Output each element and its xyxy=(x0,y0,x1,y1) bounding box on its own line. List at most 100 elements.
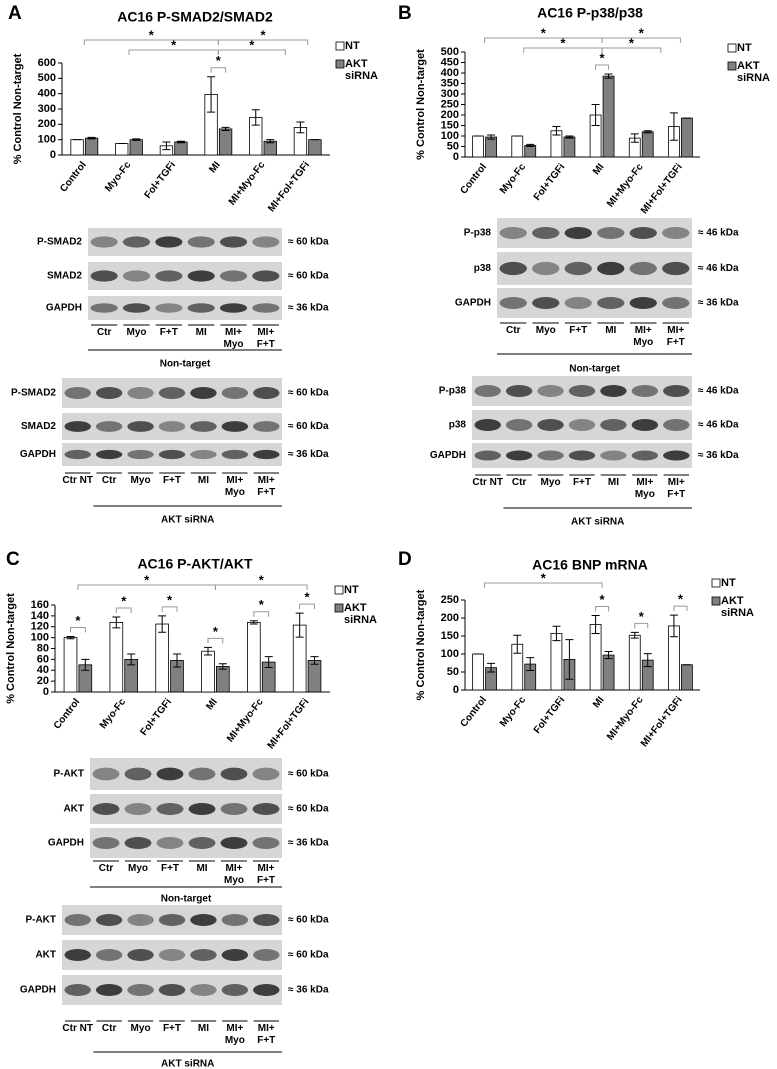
significance-star: * xyxy=(75,613,81,628)
lane-label-box: F+T xyxy=(573,477,591,488)
blot-band xyxy=(64,421,91,432)
blot-band xyxy=(155,303,183,313)
panel-letter: B xyxy=(398,3,412,24)
blot-band xyxy=(568,419,596,431)
group-label: AKT siRNA xyxy=(161,1059,214,1069)
blot-band xyxy=(90,303,118,313)
error-bar xyxy=(526,143,535,147)
lane-label-box: MI+ F+T xyxy=(257,1023,275,1046)
lane-label-box: Myo xyxy=(131,475,151,486)
lane-label-box: Myo xyxy=(131,1023,151,1034)
legend-label: AKT siRNA xyxy=(344,602,378,626)
blot-band xyxy=(564,261,592,276)
x-tick-label: MI+Myo-Fc xyxy=(605,694,646,742)
error-bar xyxy=(162,141,171,151)
x-tick-label: Myo-Fc xyxy=(103,159,133,194)
panel-letter: A xyxy=(8,3,22,24)
blot-band xyxy=(127,449,154,460)
lane-label-box: MI xyxy=(605,325,616,336)
blot-band xyxy=(95,387,123,399)
blot-size-label: ≈ 60 kDa xyxy=(288,421,329,432)
lane-label-box: Myo xyxy=(128,863,148,874)
blot-row-label: P-p38 xyxy=(464,228,492,239)
lane-label-box: MI+ F+T xyxy=(257,475,276,498)
lane-label: MI+ F+T xyxy=(257,475,276,498)
lane-label: Ctr NT xyxy=(62,475,93,486)
lane-label: Ctr xyxy=(98,863,114,874)
legend-label-box: NT xyxy=(344,584,359,596)
significance-bracket xyxy=(299,603,315,610)
blot-band xyxy=(631,385,659,397)
lane-label-box: F+T xyxy=(163,475,181,486)
blot-band xyxy=(252,303,280,313)
lane-label-box: MI xyxy=(608,477,619,488)
blot-size-label: ≈ 46 kDa xyxy=(698,228,739,239)
lane-label: Ctr xyxy=(101,475,117,486)
blot-band xyxy=(537,419,564,431)
blot-size-label: ≈ 36 kDa xyxy=(288,449,329,460)
x-tick-label: Fol+TGFi xyxy=(143,160,179,201)
blot-strip xyxy=(497,218,692,248)
lane-label: F+T xyxy=(160,863,180,874)
group-label: AKT siRNA xyxy=(571,517,624,528)
lane-label-box: MI+ F+T xyxy=(667,477,685,500)
lane-label: Myo xyxy=(540,477,561,488)
blot-band xyxy=(252,236,280,248)
lane-label-box: Ctr xyxy=(101,475,117,486)
blot-band xyxy=(90,236,118,248)
blot-band xyxy=(190,449,217,460)
bar xyxy=(641,131,654,158)
significance-star: * xyxy=(600,50,606,65)
legend-label: AKT siRNA xyxy=(721,595,755,619)
blot-size-label: ≈ 60 kDa xyxy=(288,804,329,815)
error-bar xyxy=(127,653,136,666)
y-tick-label: 60 xyxy=(37,653,49,665)
blot-strip xyxy=(90,828,282,858)
y-tick-label: 400 xyxy=(441,67,459,79)
blot-band xyxy=(64,984,91,996)
blot-band xyxy=(221,949,249,961)
y-tick-label: 400 xyxy=(38,88,56,100)
bar xyxy=(216,666,230,693)
blot-row-label: P-AKT xyxy=(25,915,56,926)
x-tick-label: Control xyxy=(458,695,489,730)
lane-label: MI xyxy=(197,475,209,486)
bar xyxy=(84,137,99,156)
chart-title: AC16 P-SMAD2/SMAD2 xyxy=(117,9,273,25)
blot-band xyxy=(158,421,186,432)
blot-band xyxy=(220,837,248,849)
lane-label-box: MI+ F+T xyxy=(667,325,685,348)
error-bar xyxy=(630,631,639,639)
blot-band xyxy=(190,914,217,926)
legend-swatch xyxy=(711,578,721,588)
blot-band xyxy=(124,803,152,815)
error-bar xyxy=(513,634,522,654)
blot-size-label: ≈ 60 kDa xyxy=(288,915,329,926)
blot-band xyxy=(122,303,151,313)
y-tick-label: 500 xyxy=(38,72,56,84)
bar xyxy=(263,140,277,156)
legend-label: NT xyxy=(344,584,359,596)
lane-label: Ctr NT xyxy=(62,1023,93,1034)
blot-band xyxy=(188,803,216,815)
blot-band xyxy=(600,419,627,431)
lane-label: MI+ F+T xyxy=(256,863,276,886)
lane-label: MI+ Myo xyxy=(224,863,244,886)
blot-row-label: GAPDH xyxy=(20,449,56,460)
blot-band xyxy=(629,227,657,239)
blot-size-label: ≈ 46 kDa xyxy=(698,263,739,274)
lane-label: MI+ F+T xyxy=(256,327,275,350)
blot-band xyxy=(155,270,183,282)
blot-row-label: AKT xyxy=(35,950,56,961)
error-bar xyxy=(87,136,96,140)
blot-band xyxy=(663,419,690,431)
blot-strip xyxy=(497,288,692,318)
blot-band xyxy=(662,227,690,239)
blot-band xyxy=(127,949,154,961)
significance-star: * xyxy=(171,37,177,52)
error-bar xyxy=(81,658,90,671)
significance-bracket xyxy=(207,637,224,644)
blot-band xyxy=(474,385,501,397)
y-tick-label: 80 xyxy=(37,642,49,654)
y-tick-label: 500 xyxy=(441,46,459,58)
